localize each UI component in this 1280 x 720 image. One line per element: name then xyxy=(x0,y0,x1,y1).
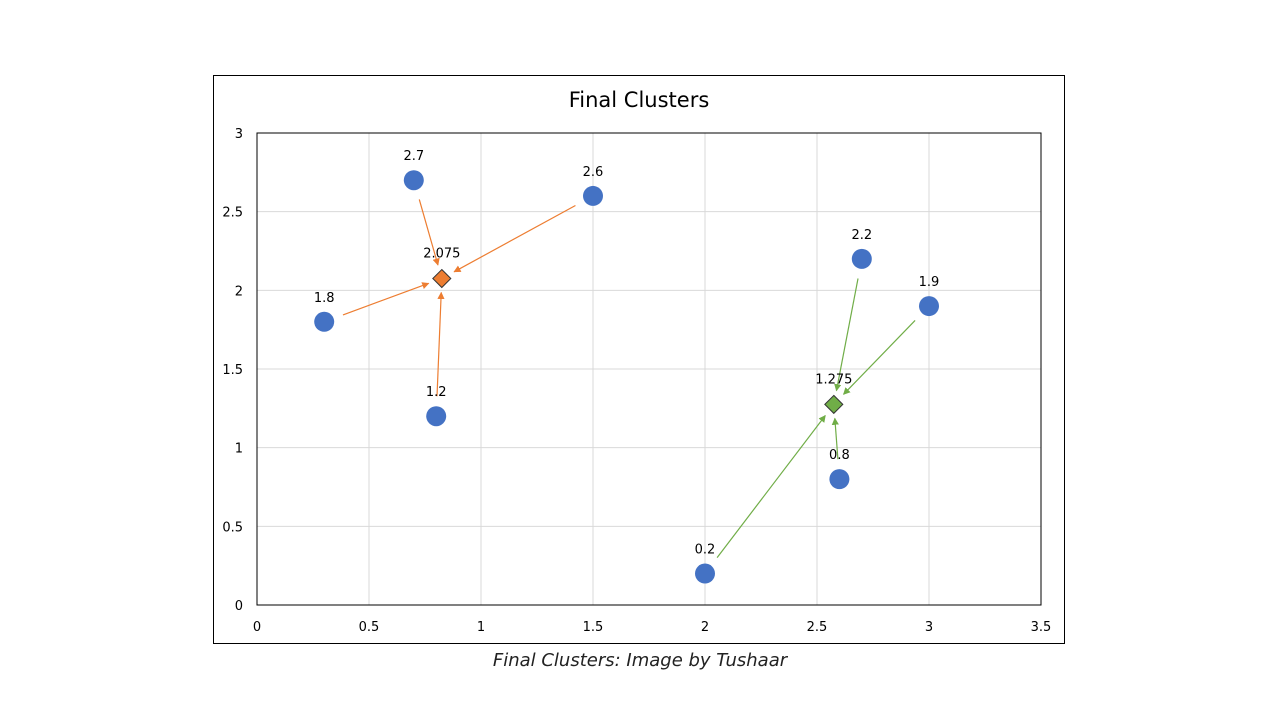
centroid-label: 1.275 xyxy=(815,372,852,387)
data-label: 2.6 xyxy=(583,165,604,180)
data-label: 2.7 xyxy=(403,149,424,164)
x-tick-label: 1.5 xyxy=(583,620,604,635)
data-label: 1.8 xyxy=(314,291,335,306)
data-label: 1.2 xyxy=(426,385,447,400)
x-tick-label: 0.5 xyxy=(359,620,380,635)
data-points xyxy=(314,170,939,584)
data-point xyxy=(829,469,850,490)
y-tick-label: 2 xyxy=(235,284,243,299)
data-point xyxy=(695,563,715,584)
centroid-arrows xyxy=(342,199,916,558)
figure-caption: Final Clusters: Image by Tushaar xyxy=(492,650,788,671)
data-label: 0.2 xyxy=(695,543,716,558)
data-label: 2.2 xyxy=(851,228,872,243)
y-tick-label: 3 xyxy=(235,127,243,142)
centroid-label: 2.075 xyxy=(423,247,460,262)
data-label: 0.8 xyxy=(829,448,850,463)
centroid-marker xyxy=(432,268,452,289)
data-point xyxy=(583,185,603,206)
data-label: 1.9 xyxy=(919,275,940,290)
y-tick-label: 0 xyxy=(235,599,243,614)
chart-frame xyxy=(213,75,1065,644)
data-labels: 2.7 2.6 1.8 1.2 2.2 1.9 0.8 0.2 2.075 1.275 xyxy=(314,149,939,557)
x-tick-label: 2.5 xyxy=(807,620,828,635)
x-tick-label: 1 xyxy=(477,620,485,635)
centroid-arrow xyxy=(834,278,859,392)
centroid-arrow xyxy=(418,199,440,266)
x-tick-label: 3 xyxy=(925,620,933,635)
centroid-marker xyxy=(824,394,844,415)
data-point xyxy=(403,170,424,191)
y-tick-label: 1 xyxy=(235,442,243,457)
centroid-arrow xyxy=(342,282,430,316)
plot-area xyxy=(256,132,1042,606)
centroid-arrow xyxy=(831,417,839,460)
grid-lines xyxy=(257,133,1041,605)
data-point xyxy=(919,296,939,317)
centroid-arrow xyxy=(453,204,576,273)
centroid-arrow xyxy=(716,414,826,558)
axis-ticks: 0 0.5 1 1.5 2 2.5 3 3.5 0 0.5 1 1.5 2 2.5 3 xyxy=(222,127,1051,635)
x-tick-label: 2 xyxy=(701,620,709,635)
x-tick-label: 3.5 xyxy=(1031,620,1052,635)
y-tick-label: 1.5 xyxy=(222,363,243,378)
x-tick-label: 0 xyxy=(253,620,261,635)
centroids xyxy=(432,268,844,415)
y-tick-label: 2.5 xyxy=(222,206,243,221)
chart-title: Final Clusters xyxy=(568,88,710,112)
centroid-arrow xyxy=(436,291,445,397)
y-tick-label: 0.5 xyxy=(222,520,243,535)
data-point xyxy=(851,248,872,269)
data-point xyxy=(314,311,335,332)
centroid-arrow xyxy=(843,320,916,395)
data-point xyxy=(426,406,447,427)
